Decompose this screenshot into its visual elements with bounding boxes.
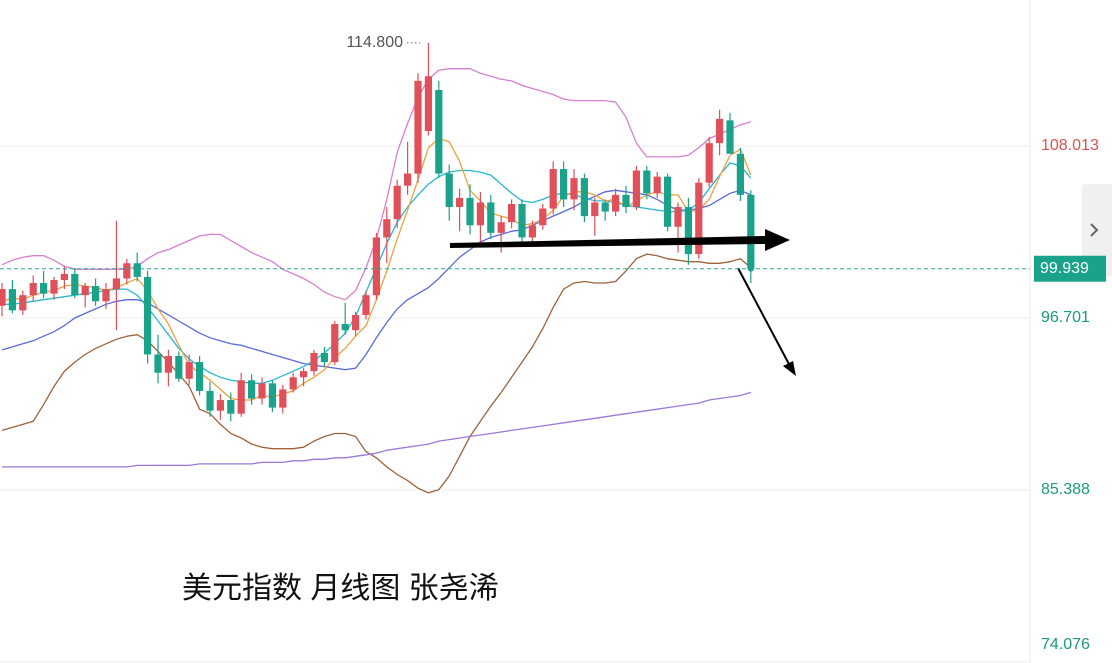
candle-body [0,289,6,306]
candle-body [695,182,703,255]
candle-body [196,362,204,391]
candle-body [664,176,672,227]
candle-body [92,286,100,302]
candle-body [133,263,141,277]
candle-body [747,194,755,269]
candle-body [549,169,557,209]
candle-body [185,362,193,379]
candle-body [216,400,224,411]
candle-body [528,225,536,238]
candle-body [476,202,484,226]
candle-body [320,352,328,363]
candle-body [435,89,443,174]
candle-body [258,383,266,399]
candle-body [508,203,516,223]
grid [0,145,1030,663]
candle-body [341,324,349,331]
indicator-line [2,391,751,468]
y-tick-label: 85.388 [1041,481,1090,498]
candle-body [8,289,16,311]
candle-body [632,170,640,208]
current-price-dot [747,265,754,272]
candle-body [591,202,599,217]
candle-body [404,173,412,186]
current-price-label: 99.939 [1040,260,1089,277]
candle-body [206,390,214,411]
y-tick-label: 108.013 [1041,137,1099,154]
y-tick-label: 96.701 [1041,309,1090,326]
candle-body [237,380,245,414]
candle-body [123,263,131,279]
indicator-line [1,253,752,494]
candle-body [372,237,380,296]
candle-body [643,170,651,194]
candle-body [560,169,568,200]
candle-body [331,324,339,363]
candle-body [279,389,287,408]
candle-body [497,222,505,233]
candle-body [352,314,360,331]
candle-body [622,194,630,208]
trend-arrow [450,229,790,251]
candle-body [393,185,401,220]
candle-body [60,273,68,280]
candle-body [383,219,391,238]
candle-body [40,283,48,294]
candle-body [289,377,297,390]
candle-body [580,178,588,217]
side-toggle[interactable] [1082,184,1112,276]
candle-body [81,286,89,296]
candle-body [112,278,120,290]
side-toggle-icon[interactable] [1090,223,1099,237]
candle-body [144,276,152,355]
candle-body [414,80,422,174]
candle-body [736,153,744,195]
candle-body [310,352,318,372]
down-arrow-head [783,361,796,376]
candle-body [674,207,682,227]
chart-title: 美元指数 月线图 张尧浠 [182,572,499,605]
candle-body [705,143,713,183]
candle-body [684,207,692,255]
candle-body [539,208,547,226]
candle-body [570,178,578,200]
candle-body [248,380,256,399]
y-tick-label: 74.076 [1041,636,1090,653]
candle-body [227,400,235,414]
candle-body [726,120,734,154]
candle-body [102,289,110,302]
overlay [0,229,1030,376]
candle-body [268,383,276,408]
candle-body [29,283,37,296]
candle-body [50,279,58,294]
candle-body [716,118,724,144]
candle-body [445,173,453,208]
candle-body [300,371,308,378]
candle-body [175,355,183,379]
candle-body [653,176,661,194]
down-arrow-line [737,267,791,367]
candle-body [362,295,370,315]
candle-body [154,354,162,373]
candle-body [518,203,526,238]
candle-body [466,197,474,226]
current-price-box [1034,255,1106,282]
candles [0,42,755,422]
candle-body [612,194,620,212]
candle-body [71,273,79,296]
candle-body [424,76,432,132]
high-annotation: 114.800 [346,34,403,51]
candle-body [164,355,172,373]
candle-body [487,202,495,233]
candle-body [456,197,464,208]
candle-body [19,295,27,311]
candle-body [601,202,609,212]
